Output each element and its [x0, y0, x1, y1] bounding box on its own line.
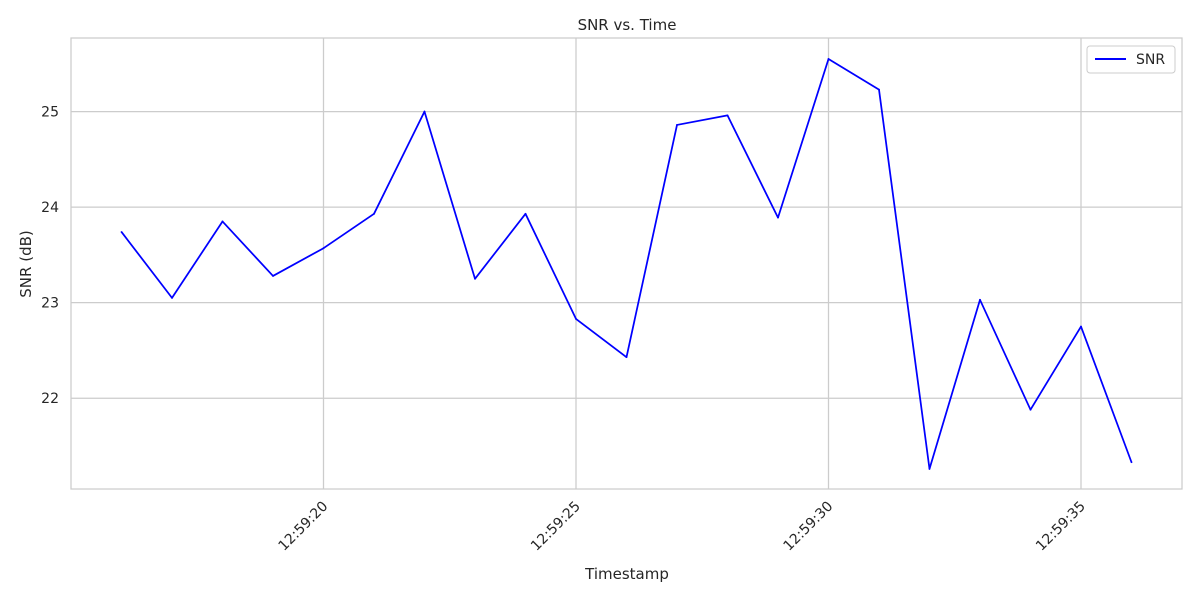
y-tick-label: 25: [41, 105, 59, 121]
data-point: [120, 231, 123, 233]
data-point: [726, 114, 729, 117]
x-axis-label: Timestamp: [584, 565, 669, 583]
x-tick-label: 12:59:25: [528, 499, 584, 555]
data-point: [625, 356, 628, 359]
y-gridlines: [71, 110, 1182, 399]
y-axis-label: SNR (dB): [17, 230, 35, 297]
data-point: [1029, 408, 1032, 411]
data-point: [272, 275, 274, 277]
y-tick-labels: 22 23 24 25: [41, 105, 59, 408]
data-point: [878, 88, 880, 91]
data-point: [423, 110, 426, 113]
y-tick-label: 23: [41, 296, 59, 312]
x-tick-label: 12:59:30: [781, 499, 837, 555]
data-point: [827, 58, 830, 60]
data-point: [979, 298, 981, 301]
data-point: [777, 216, 779, 219]
series-layer: [120, 58, 1133, 470]
legend: SNR: [1086, 45, 1176, 74]
legend-label-snr: SNR: [1136, 52, 1165, 68]
x-tick-labels: 12:59:20 12:59:25 12:59:30 12:59:35: [276, 499, 1089, 555]
x-tick-label: 12:59:20: [276, 499, 332, 555]
data-point: [928, 468, 931, 470]
data-point: [676, 124, 678, 126]
x-tick-label: 12:59:35: [1033, 499, 1089, 555]
x-gridlines: [322, 38, 1082, 489]
data-point: [474, 277, 476, 280]
data-point: [575, 318, 577, 320]
data-point: [322, 247, 325, 250]
data-point: [1130, 461, 1133, 464]
data-point: [171, 296, 173, 299]
y-tick-label: 24: [41, 200, 59, 216]
chart-title: SNR vs. Time: [578, 16, 677, 34]
plot-area-frame: [70, 37, 1183, 490]
y-tick-label: 22: [41, 391, 59, 407]
legend-box: [1086, 45, 1176, 74]
data-point: [221, 220, 224, 223]
data-point: [524, 212, 527, 215]
series-line-snr: [120, 58, 1133, 470]
data-point: [1080, 325, 1082, 328]
data-point: [373, 212, 375, 215]
